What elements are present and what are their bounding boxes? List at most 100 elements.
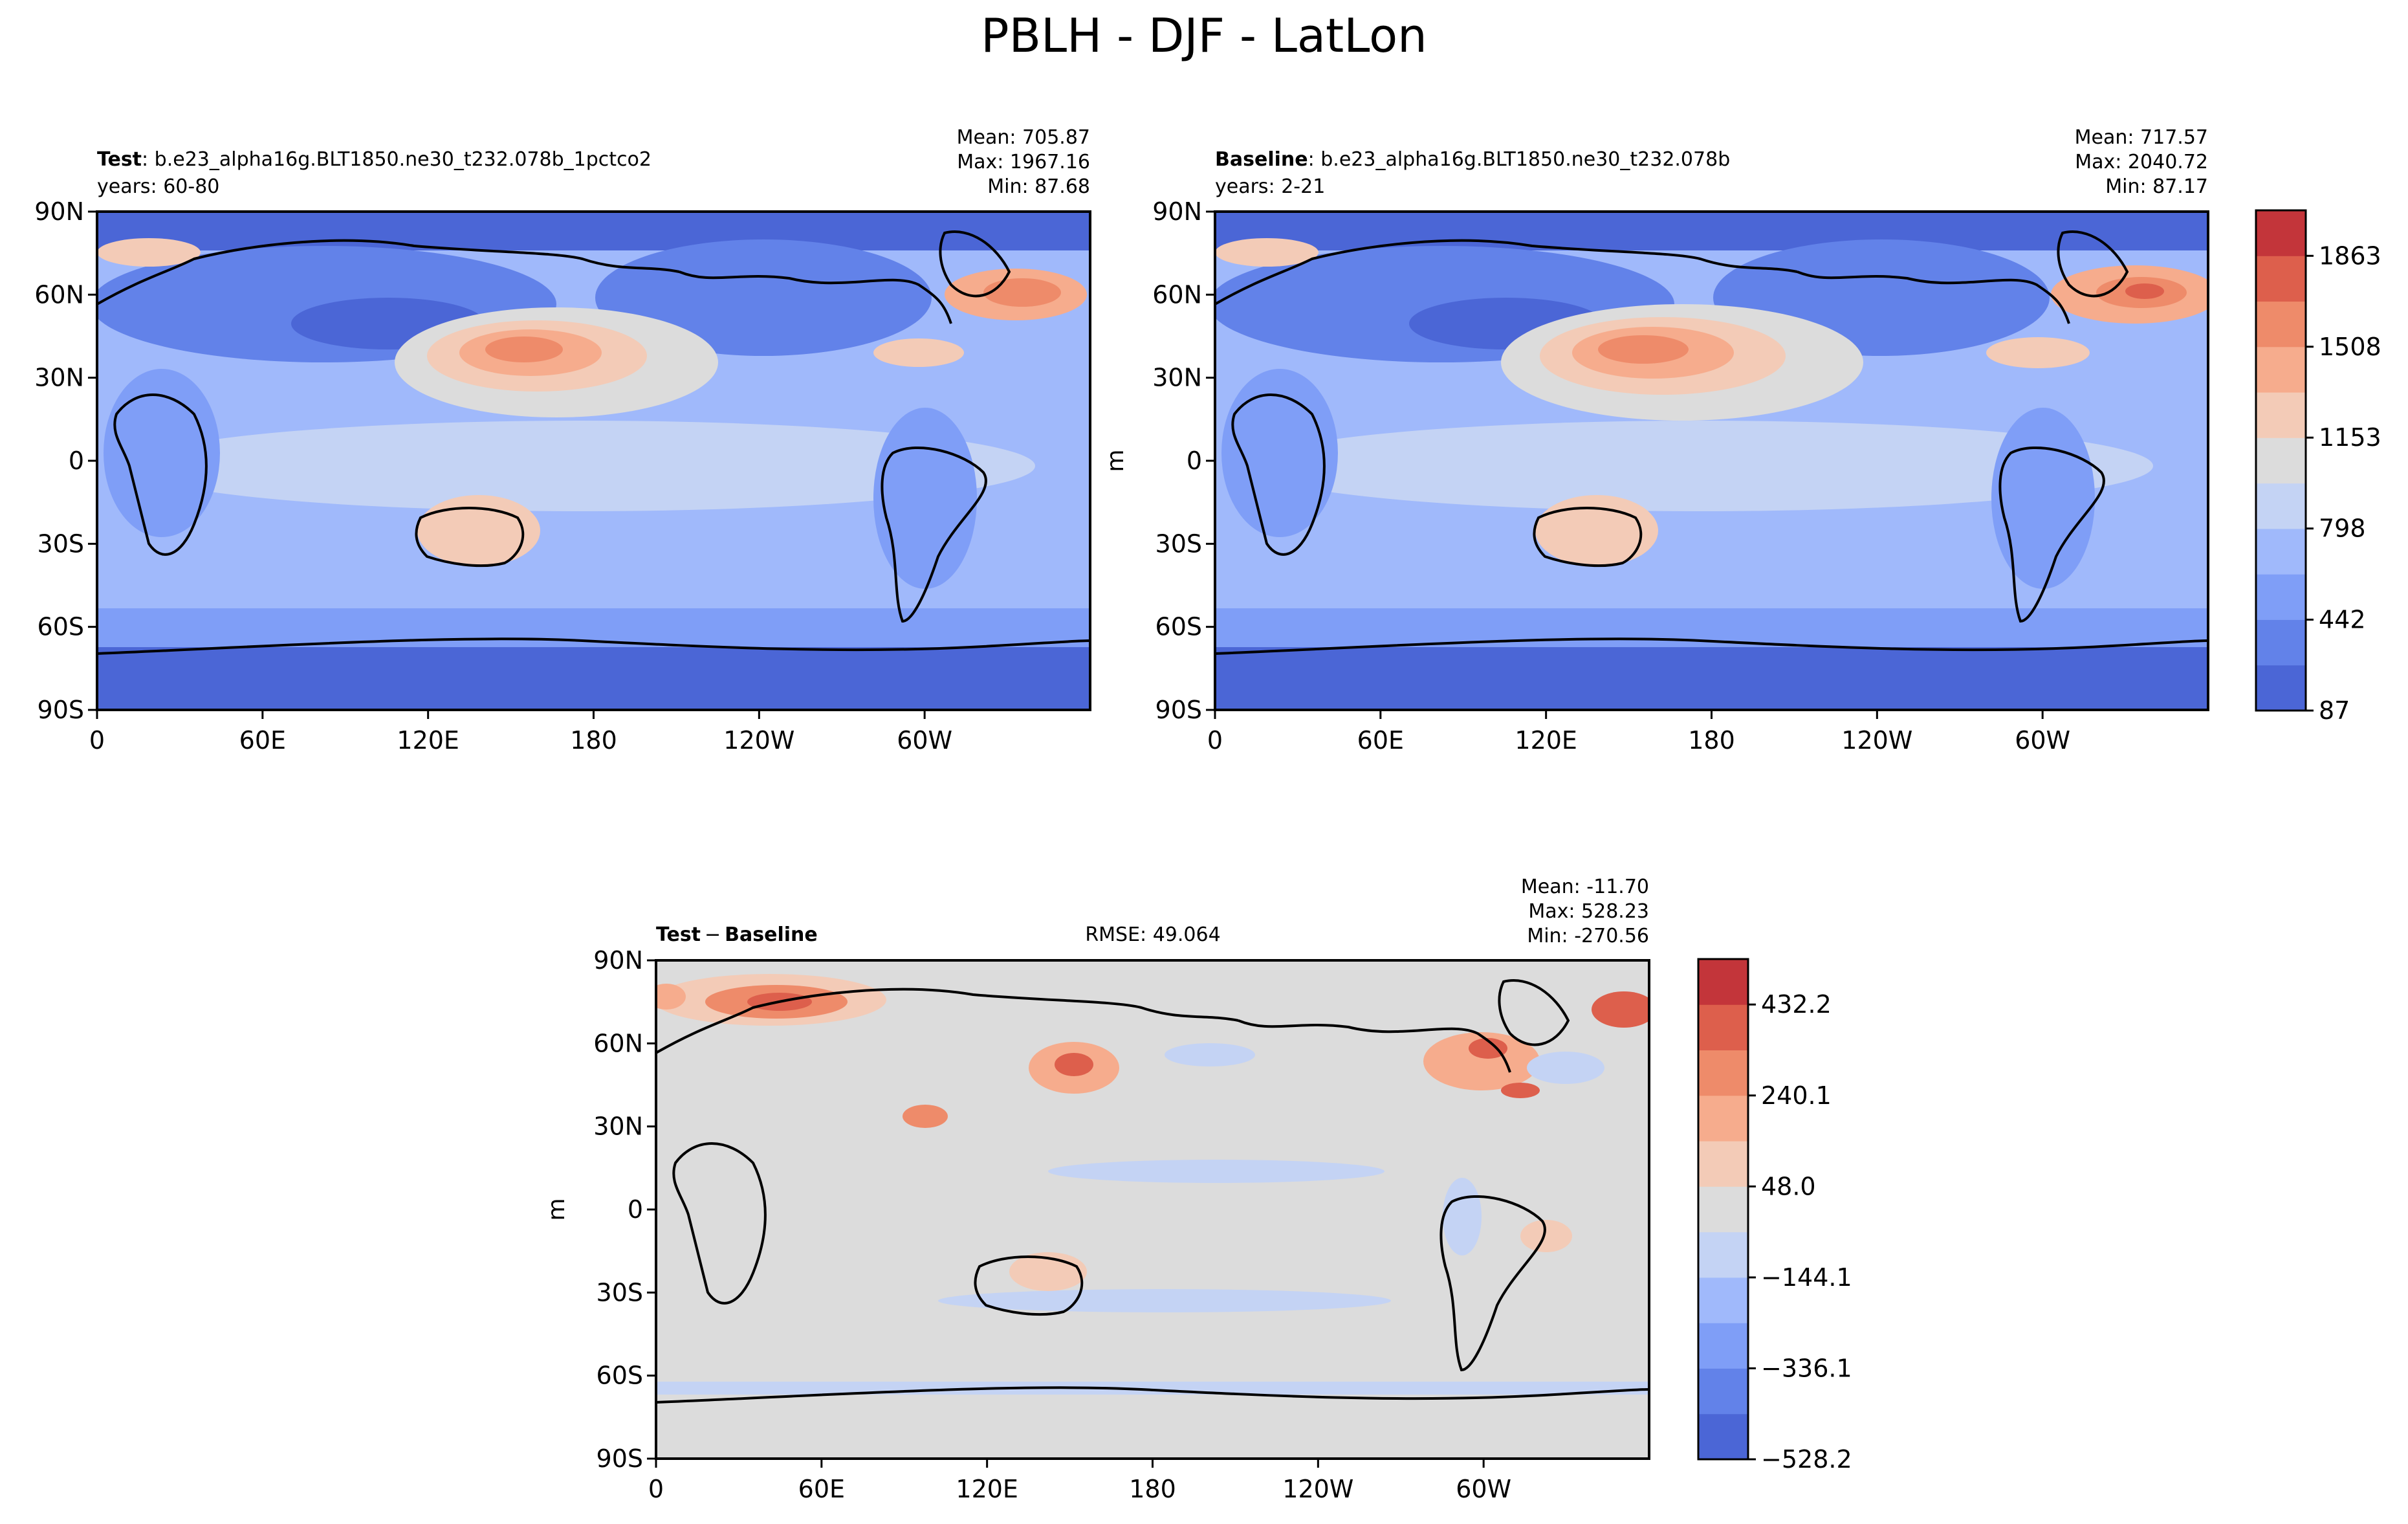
panel-difference: Test − Baseline RMSE: 49.064 Mean: -11.70 … <box>543 876 1852 1503</box>
figure-title: PBLH - DJF - LatLon <box>981 8 1427 63</box>
x-tick-label: 120W <box>1841 726 1912 755</box>
y-tick-label: 0 <box>1187 447 1202 475</box>
y-tick-label: 90N <box>593 946 643 975</box>
panel-test-title-rest: : b.e23_alpha16g.BLT1850.ne30_t232.078b_… <box>142 148 651 171</box>
panel-test-stat-min: Min: 87.68 <box>987 175 1090 198</box>
field-gulf <box>1986 337 2090 368</box>
y-tick-label: 60S <box>1155 613 1202 641</box>
x-tick-label: 60W <box>2015 726 2070 755</box>
field-band-north <box>1215 212 2208 250</box>
colorbar-frame <box>1697 958 1749 1461</box>
panel-baseline-axes: 0 60E 120E 180 120W 60W 90N 60N 30N 0 30S 60S 90S <box>1152 197 2070 755</box>
panel-difference-title-a: Test <box>656 923 701 946</box>
field-npac-blue <box>1165 1043 1255 1066</box>
colorbar-tick-label: 798 <box>2319 514 2366 543</box>
colorbar-segment <box>1698 1277 1748 1323</box>
x-tick-label: 60E <box>239 726 286 755</box>
y-tick-label: 30S <box>597 1278 643 1307</box>
colorbar-segment <box>2256 301 2306 348</box>
colorbar-segment <box>1698 1004 1748 1051</box>
x-tick-label: 60E <box>798 1475 845 1503</box>
field-samerica-blue <box>1443 1178 1482 1255</box>
field-eq-blue <box>1048 1160 1385 1183</box>
colorbar-segment <box>2256 483 2306 529</box>
field-natl-2 <box>983 278 1061 307</box>
colorbar-tick-label: 442 <box>2319 606 2366 634</box>
colorbar-segment <box>1698 1141 1748 1187</box>
panel-baseline-title-rest: : b.e23_alpha16g.BLT1850.ne30_t232.078b <box>1308 148 1731 171</box>
y-tick-label: 30N <box>593 1112 643 1141</box>
coastlines <box>656 979 1649 1404</box>
field-arctic-east <box>97 238 201 267</box>
x-tick-label: 0 <box>1207 726 1223 755</box>
panel-difference-ylabel: m <box>543 1198 570 1220</box>
panel-test-years: years: 60-80 <box>97 175 219 198</box>
colorbar-difference: 432.2 240.1 48.0 −144.1 −336.1 −528.2 <box>1697 958 1852 1474</box>
colorbar-tick-label: 48.0 <box>1761 1172 1816 1200</box>
field-tibet <box>903 1105 948 1128</box>
colorbar-tick-label: 87 <box>2319 696 2350 725</box>
field-brazil <box>1520 1220 1572 1252</box>
field-arctic-west <box>656 984 686 1010</box>
field-antarctica <box>1215 647 2208 710</box>
colorbar-tick-label: 240.1 <box>1761 1081 1832 1110</box>
colorbar-segment <box>1698 1368 1748 1415</box>
field-tropics <box>129 421 1035 511</box>
coastlines <box>1215 230 2208 655</box>
panel-baseline-ylabel: m <box>1102 449 1129 472</box>
field-australia <box>417 495 540 566</box>
field-tropics <box>1247 421 2153 511</box>
field-npac-3 <box>1598 335 1689 364</box>
panel-baseline-years: years: 2-21 <box>1215 175 1325 198</box>
y-tick-label: 30N <box>1152 364 1202 392</box>
y-tick-label: 60S <box>38 613 84 641</box>
panel-difference-stat-max: Max: 528.23 <box>1528 900 1649 923</box>
y-tick-label: 60N <box>593 1029 643 1057</box>
field-npac-3 <box>485 337 563 362</box>
y-tick-label: 60S <box>597 1362 643 1390</box>
colorbar-segment <box>1698 1413 1748 1460</box>
panel-difference-title-op: − <box>705 923 721 946</box>
panel-test-axes: 0 60E 120E 180 120W 60W 90N 60N 30N 0 30S 60S 90S <box>34 197 952 755</box>
panel-test-title: Test: b.e23_alpha16g.BLT1850.ne30_t232.0… <box>97 148 651 171</box>
panel-baseline-title: Baseline: b.e23_alpha16g.BLT1850.ne30_t2… <box>1215 148 1730 171</box>
y-tick-label: 30N <box>34 364 84 392</box>
colorbar-tick-label: −336.1 <box>1761 1354 1852 1382</box>
field-natl-3 <box>2125 283 2164 299</box>
colorbar-segment <box>1698 1323 1748 1369</box>
field-southern-blue <box>656 1382 1649 1395</box>
x-tick-label: 0 <box>648 1475 664 1503</box>
panel-difference-title: Test − Baseline <box>656 923 818 946</box>
colorbar-tick-label: 432.2 <box>1761 990 1832 1019</box>
panel-baseline-stat-mean: Mean: 717.57 <box>2075 126 2208 149</box>
colorbar-segment <box>2256 256 2306 302</box>
panel-difference-axes: 0 60E 120E 180 120W 60W 90N 60N 30N 0 30S 60S 90S <box>593 946 1511 1503</box>
field-natl <box>1501 1083 1540 1098</box>
colorbar-frame <box>2255 209 2307 712</box>
colorbar-tick-label: 1863 <box>2319 241 2381 270</box>
y-tick-label: 0 <box>628 1195 643 1224</box>
field-samerica <box>1991 408 2095 589</box>
x-tick-label: 180 <box>1688 726 1735 755</box>
x-tick-label: 120W <box>1282 1475 1353 1503</box>
x-tick-label: 120E <box>1515 726 1577 755</box>
y-tick-label: 90S <box>1155 696 1202 724</box>
colorbar-segment <box>2256 392 2306 438</box>
x-tick-label: 180 <box>570 726 617 755</box>
panel-baseline-map <box>1215 212 2208 710</box>
colorbar-segment <box>2256 528 2306 575</box>
colorbar-segment <box>1698 959 1748 1005</box>
colorbar-segment <box>2256 574 2306 620</box>
colorbar-segment <box>1698 1231 1748 1278</box>
y-tick-label: 60N <box>1152 280 1202 309</box>
colorbar-tick-label: −144.1 <box>1761 1263 1852 1292</box>
colorbar-absolute: 87 442 798 1153 1508 1863 <box>2255 209 2381 725</box>
field-band-north <box>97 212 1090 250</box>
panel-test-map <box>97 212 1090 710</box>
field-arctic-east <box>1215 238 1319 267</box>
colorbar-segment <box>2256 665 2306 711</box>
colorbar-tick-label: 1508 <box>2319 333 2381 361</box>
field-africa <box>104 369 220 537</box>
x-tick-label: 60E <box>1357 726 1404 755</box>
